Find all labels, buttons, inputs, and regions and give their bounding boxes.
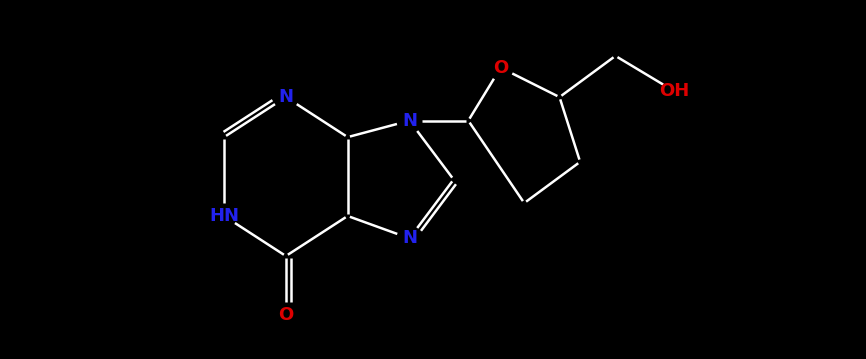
Text: O: O [278, 306, 294, 324]
Text: O: O [493, 59, 508, 77]
Text: OH: OH [659, 82, 689, 100]
Text: N: N [278, 88, 294, 106]
Text: N: N [402, 229, 417, 247]
Text: N: N [402, 112, 417, 130]
Text: HN: HN [209, 207, 239, 225]
